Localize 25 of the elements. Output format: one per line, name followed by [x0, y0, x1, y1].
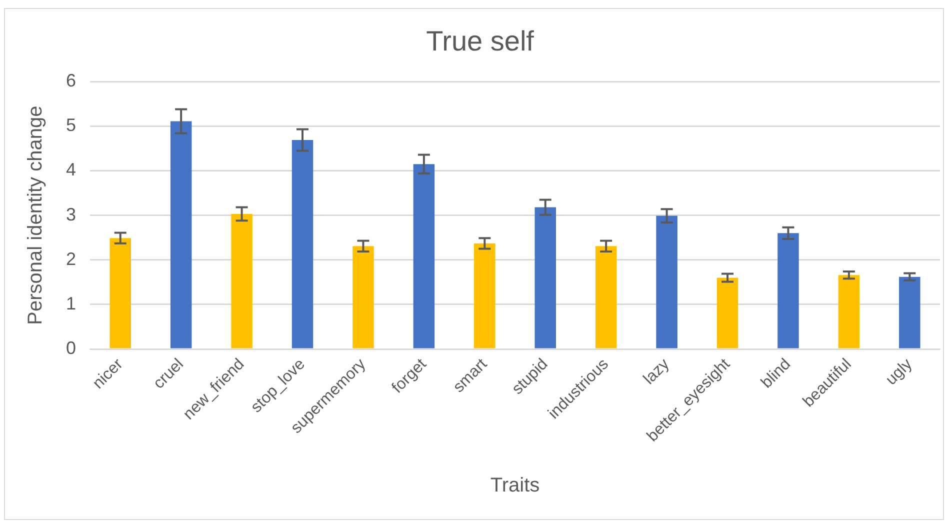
- bar: [595, 246, 617, 348]
- y-tick-label: 1: [66, 293, 76, 314]
- bar: [352, 246, 374, 348]
- bar: [899, 276, 920, 348]
- chart-title: True self: [426, 26, 534, 57]
- bar: [110, 238, 131, 348]
- y-tick-label: 2: [66, 248, 76, 269]
- y-tick-label: 5: [66, 115, 76, 136]
- y-tick-label: 3: [66, 204, 76, 224]
- bar: [716, 278, 738, 348]
- bar: [656, 216, 678, 348]
- bar: [838, 275, 860, 348]
- x-tick-label: ugly: [882, 356, 916, 389]
- y-tick-label: 6: [66, 70, 76, 91]
- y-axis-title: Personal identity change: [24, 106, 47, 325]
- bar: [474, 243, 496, 348]
- bar: [231, 214, 252, 348]
- x-axis-title: Traits: [490, 474, 540, 497]
- bar: [778, 233, 799, 348]
- bar: [292, 140, 314, 348]
- bar: [413, 164, 435, 348]
- bar: [534, 207, 556, 348]
- y-tick-label: 4: [66, 160, 76, 180]
- y-tick-label: 0: [66, 338, 76, 358]
- bar: [170, 121, 192, 348]
